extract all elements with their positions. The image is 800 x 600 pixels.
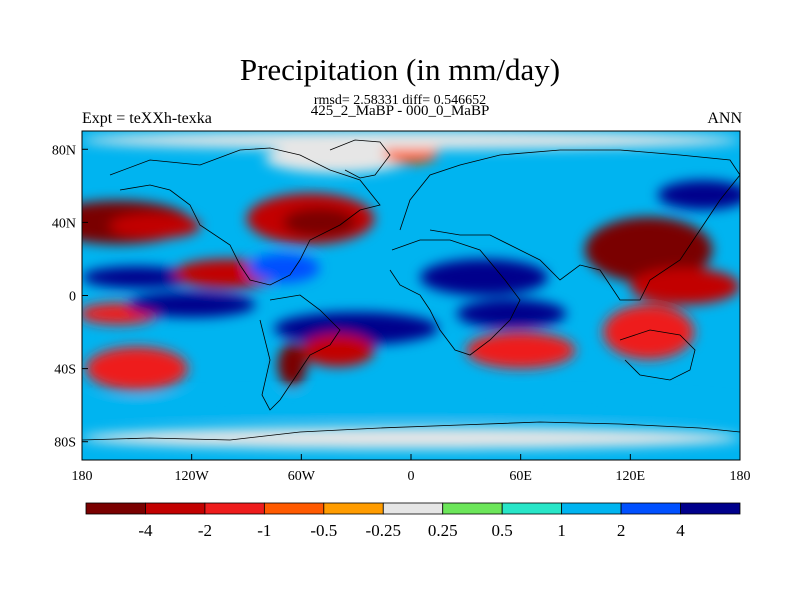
- colorbar-swatch: [442, 502, 503, 515]
- precipitation-field: [82, 131, 740, 460]
- lat-tick-label: 80S: [54, 436, 76, 451]
- lon-tick-label: 60W: [288, 469, 316, 484]
- coastline-australia: [619, 329, 696, 381]
- colorbar-label: -4: [138, 521, 153, 540]
- lon-tick-label: 180: [730, 469, 751, 484]
- lon-tick-label: 120E: [616, 469, 646, 484]
- precip-anomaly-region: [85, 346, 189, 391]
- colorbar-swatch: [263, 502, 325, 515]
- precip-anomaly-region: [82, 266, 192, 289]
- precip-anomaly-region: [273, 311, 439, 345]
- coastline-africa: [389, 239, 521, 356]
- season-label: ANN: [707, 110, 742, 127]
- precip-anomaly-region: [82, 394, 740, 417]
- precip-anomaly-region: [127, 291, 256, 318]
- precip-anomaly-region: [264, 143, 411, 174]
- precip-anomaly-region: [82, 427, 740, 450]
- stats-line: rmsd= 2.58331 diff= 0.546652: [313, 93, 487, 108]
- colorbar-swatch: [620, 502, 681, 515]
- lon-tick-label: 60E: [509, 469, 532, 484]
- precip-anomaly-region: [277, 343, 307, 387]
- colorbar-swatch: [323, 502, 384, 515]
- lat-tick-label: 40S: [54, 363, 76, 378]
- coastline-eurasia: [399, 149, 740, 301]
- colorbar-label: 4: [676, 521, 685, 540]
- precip-anomaly-region: [465, 332, 576, 369]
- precip-anomaly-region: [630, 268, 740, 305]
- colorbar-swatch: [145, 502, 206, 515]
- lat-tick-label: 0: [69, 290, 76, 305]
- colorbar-swatch: [85, 502, 146, 515]
- colorbar-label: 1: [557, 521, 566, 540]
- colorbar-swatch: [382, 502, 444, 515]
- colorbar-label: 0.5: [492, 521, 513, 540]
- precip-anomaly-region: [602, 304, 695, 360]
- colorbar-label: -0.5: [310, 521, 337, 540]
- lon-tick-label: 0: [408, 469, 415, 484]
- lat-tick-label: 80N: [52, 143, 76, 158]
- coastlines: [82, 139, 740, 441]
- experiment-label: Expt = teXXh-texka: [82, 110, 212, 127]
- precip-anomaly-region: [584, 216, 713, 283]
- colorbar-swatch: [680, 502, 741, 515]
- coastline-north-america: [109, 147, 381, 286]
- plot-title: Precipitation (in mm/day): [239, 52, 561, 87]
- precip-anomaly-region: [109, 213, 201, 239]
- experiment-line: 425_2_MaBP - 000_0_MaBP: [310, 103, 490, 119]
- lon-tick-label: 180: [72, 469, 93, 484]
- coastline-antarctica: [82, 421, 740, 441]
- latitude-axis: 80N 40N 0 40S 80S: [52, 143, 88, 451]
- precip-anomaly-region: [283, 207, 357, 238]
- longitude-axis: 180 120W 60W 0 60E 120E 180: [72, 454, 751, 484]
- coastline-south-america: [259, 294, 341, 411]
- colorbar-label: 2: [617, 521, 626, 540]
- colorbar-label: -1: [257, 521, 271, 540]
- lon-tick-label: 120W: [175, 469, 210, 484]
- colorbar-swatch: [204, 502, 265, 515]
- precip-anomaly-region: [456, 299, 567, 329]
- coastline-greenland: [329, 139, 391, 179]
- precip-anomaly-region: [246, 253, 320, 283]
- colorbar-label: -2: [198, 521, 212, 540]
- precip-anomaly-region: [301, 333, 375, 367]
- precip-anomaly-region: [82, 131, 740, 150]
- colorbar-swatch: [561, 502, 622, 515]
- colorbar: -4 -2 -1 -0.5 -0.25 0.25 0.5 1 2 4: [85, 502, 741, 540]
- colorbar-label: -0.25: [366, 521, 401, 540]
- colorbar-label: 0.25: [428, 521, 458, 540]
- colorbar-swatch: [501, 502, 563, 515]
- lat-tick-label: 40N: [52, 216, 76, 231]
- precip-anomaly-region: [420, 258, 549, 296]
- precip-anomaly-region: [657, 180, 740, 210]
